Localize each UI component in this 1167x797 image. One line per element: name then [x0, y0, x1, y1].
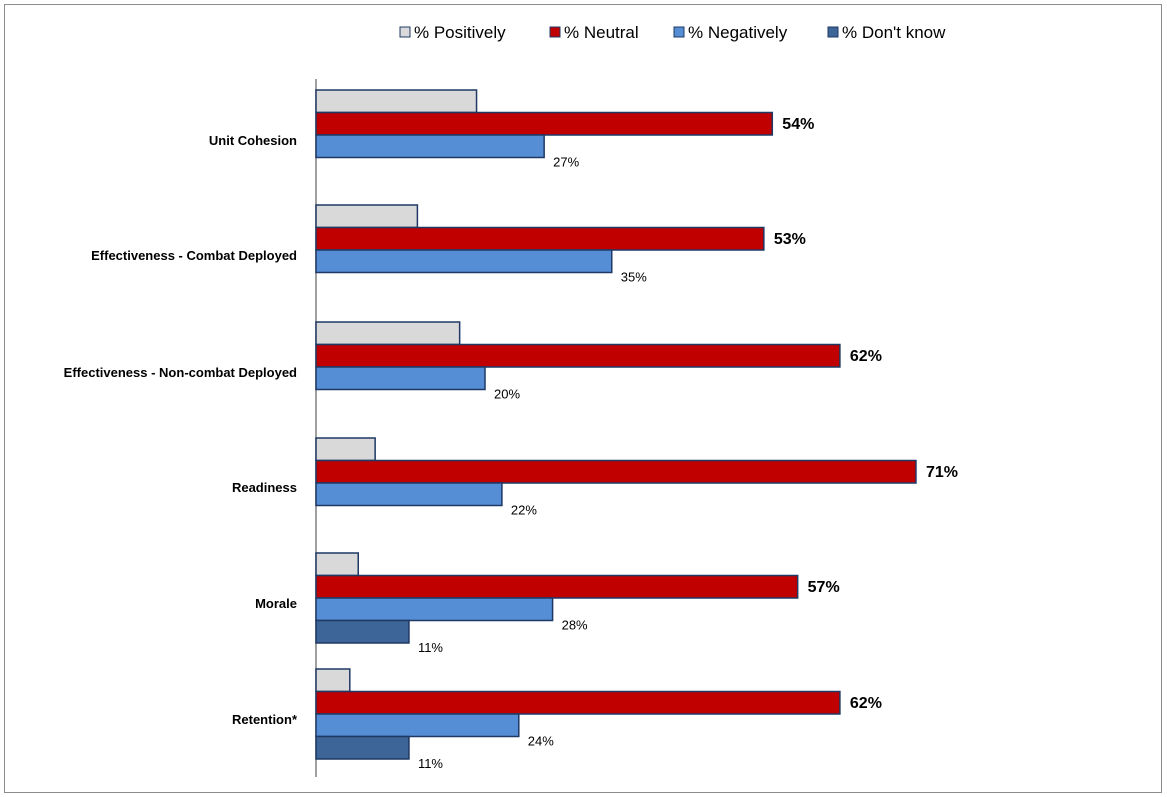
bar [315, 482, 503, 507]
data-label: 53% [774, 231, 806, 248]
bar [315, 713, 520, 738]
bar [315, 690, 841, 715]
legend-label-3: % Don't know [842, 23, 946, 42]
bar [315, 366, 486, 391]
bar [315, 89, 478, 114]
legend-label-0: % Positively [414, 23, 506, 42]
data-label: 24% [528, 734, 554, 749]
data-label: 27% [553, 155, 579, 170]
horizontal-bar-chart: % Positively % Neutral % Negatively % Don't… [64, 23, 958, 777]
bar [315, 204, 419, 229]
data-label: 11% [418, 640, 443, 655]
chart-frame: % Positively % Neutral % Negatively % Don't… [4, 4, 1162, 793]
data-label: 62% [850, 695, 882, 712]
category-label: Morale [255, 596, 297, 611]
bar [315, 597, 554, 622]
data-label: 28% [562, 618, 588, 633]
data-label: 11% [418, 756, 443, 771]
data-label: 54% [782, 116, 814, 133]
bar [315, 437, 376, 462]
bar [315, 226, 765, 251]
bar [315, 321, 461, 346]
category-label: Retention* [232, 712, 298, 727]
bar [315, 249, 613, 274]
bar [315, 735, 410, 760]
legend-label-2: % Negatively [688, 23, 788, 42]
category-label: Effectiveness - Combat Deployed [91, 248, 297, 263]
legend-swatch-2 [673, 26, 685, 38]
category-label: Readiness [232, 480, 297, 495]
category-label: Effectiveness - Non-combat Deployed [64, 365, 297, 380]
bar [315, 134, 545, 159]
legend-swatch-1 [549, 26, 561, 38]
data-label: 20% [494, 387, 520, 402]
bar [315, 459, 917, 484]
bar [315, 111, 774, 136]
data-label: 35% [621, 270, 647, 285]
bar [315, 619, 410, 644]
data-label: 57% [808, 579, 840, 596]
bar [315, 668, 351, 693]
data-label: 22% [511, 503, 537, 518]
legend-label-1: % Neutral [564, 23, 639, 42]
bar [315, 343, 841, 368]
data-label: 62% [850, 348, 882, 365]
legend-swatch-0 [399, 26, 411, 38]
bar [315, 552, 359, 577]
legend-swatch-3 [827, 26, 839, 38]
category-label: Unit Cohesion [209, 133, 297, 148]
bar [315, 574, 799, 599]
data-label: 71% [926, 464, 958, 481]
